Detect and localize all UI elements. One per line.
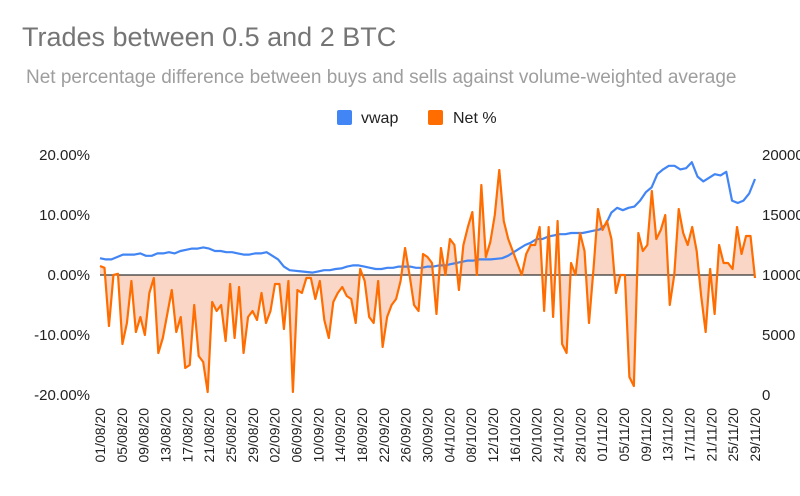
- chart-subtitle: Net percentage difference between buys a…: [26, 67, 737, 88]
- y-left-tick-label: -10.00%: [34, 327, 90, 344]
- x-tick-label: 09/11/20: [638, 408, 654, 462]
- y-axis-right: 0 5000 10000 15000 20000: [762, 147, 800, 404]
- x-tick-label: 05/11/20: [616, 408, 632, 462]
- y-left-tick-label: 20.00%: [39, 147, 90, 164]
- x-tick-label: 25/08/20: [223, 408, 239, 463]
- x-tick-label: 21/11/20: [703, 408, 719, 462]
- x-tick-label: 13/08/20: [158, 408, 174, 463]
- y-left-tick-label: 10.00%: [39, 207, 90, 224]
- x-tick-label: 12/10/20: [485, 408, 501, 463]
- legend-label-net: Net %: [453, 110, 497, 127]
- x-tick-label: 08/10/20: [463, 408, 479, 463]
- x-tick-label: 21/08/20: [201, 408, 217, 463]
- x-tick-label: 26/09/20: [398, 408, 414, 463]
- x-tick-label: 10/09/20: [310, 408, 326, 463]
- net-series-line: [99, 168, 757, 394]
- vwap-series-line: [99, 161, 757, 274]
- x-tick-label: 13/11/20: [660, 408, 676, 462]
- y-right-tick-label: 20000: [762, 147, 800, 164]
- x-tick-label: 05/08/20: [114, 408, 130, 463]
- x-tick-label: 16/10/20: [507, 408, 523, 463]
- x-tick-label: 28/10/20: [572, 408, 588, 463]
- chart-title: Trades between 0.5 and 2 BTC: [22, 22, 397, 52]
- legend-swatch-net: [428, 110, 443, 125]
- y-left-tick-label: 0.00%: [47, 267, 90, 284]
- x-tick-label: 14/09/20: [332, 408, 348, 463]
- legend-label-vwap: vwap: [361, 110, 398, 127]
- legend: vwap Net %: [337, 110, 497, 127]
- x-tick-label: 18/09/20: [354, 408, 370, 463]
- y-right-tick-label: 5000: [762, 327, 795, 344]
- x-tick-label: 22/09/20: [376, 408, 392, 463]
- x-tick-label: 29/11/20: [747, 408, 763, 462]
- x-tick-label: 24/10/20: [551, 408, 567, 463]
- x-tick-label: 06/09/20: [289, 408, 305, 463]
- y-right-tick-label: 0: [762, 387, 770, 404]
- y-left-tick-label: -20.00%: [34, 387, 90, 404]
- x-tick-label: 29/08/20: [245, 408, 261, 463]
- y-right-tick-label: 15000: [762, 207, 800, 224]
- x-tick-label: 17/08/20: [179, 408, 195, 463]
- x-tick-label: 04/10/20: [441, 408, 457, 463]
- y-right-tick-label: 10000: [762, 267, 800, 284]
- y-axis-left: -20.00% -10.00% 0.00% 10.00% 20.00%: [34, 147, 90, 404]
- x-tick-label: 09/08/20: [136, 408, 152, 463]
- x-tick-label: 01/11/20: [594, 408, 610, 462]
- x-tick-label: 02/09/20: [267, 408, 283, 463]
- x-tick-label: 30/09/20: [420, 408, 436, 463]
- x-axis: 01/08/20 05/08/20 09/08/20 13/08/20 17/08/20…: [92, 408, 763, 463]
- net-area-fill: [100, 170, 755, 392]
- x-tick-label: 25/11/20: [725, 408, 741, 462]
- x-tick-label: 17/11/20: [682, 408, 698, 462]
- legend-swatch-vwap: [337, 110, 352, 125]
- x-tick-label: 20/10/20: [529, 408, 545, 463]
- x-tick-label: 01/08/20: [92, 408, 108, 463]
